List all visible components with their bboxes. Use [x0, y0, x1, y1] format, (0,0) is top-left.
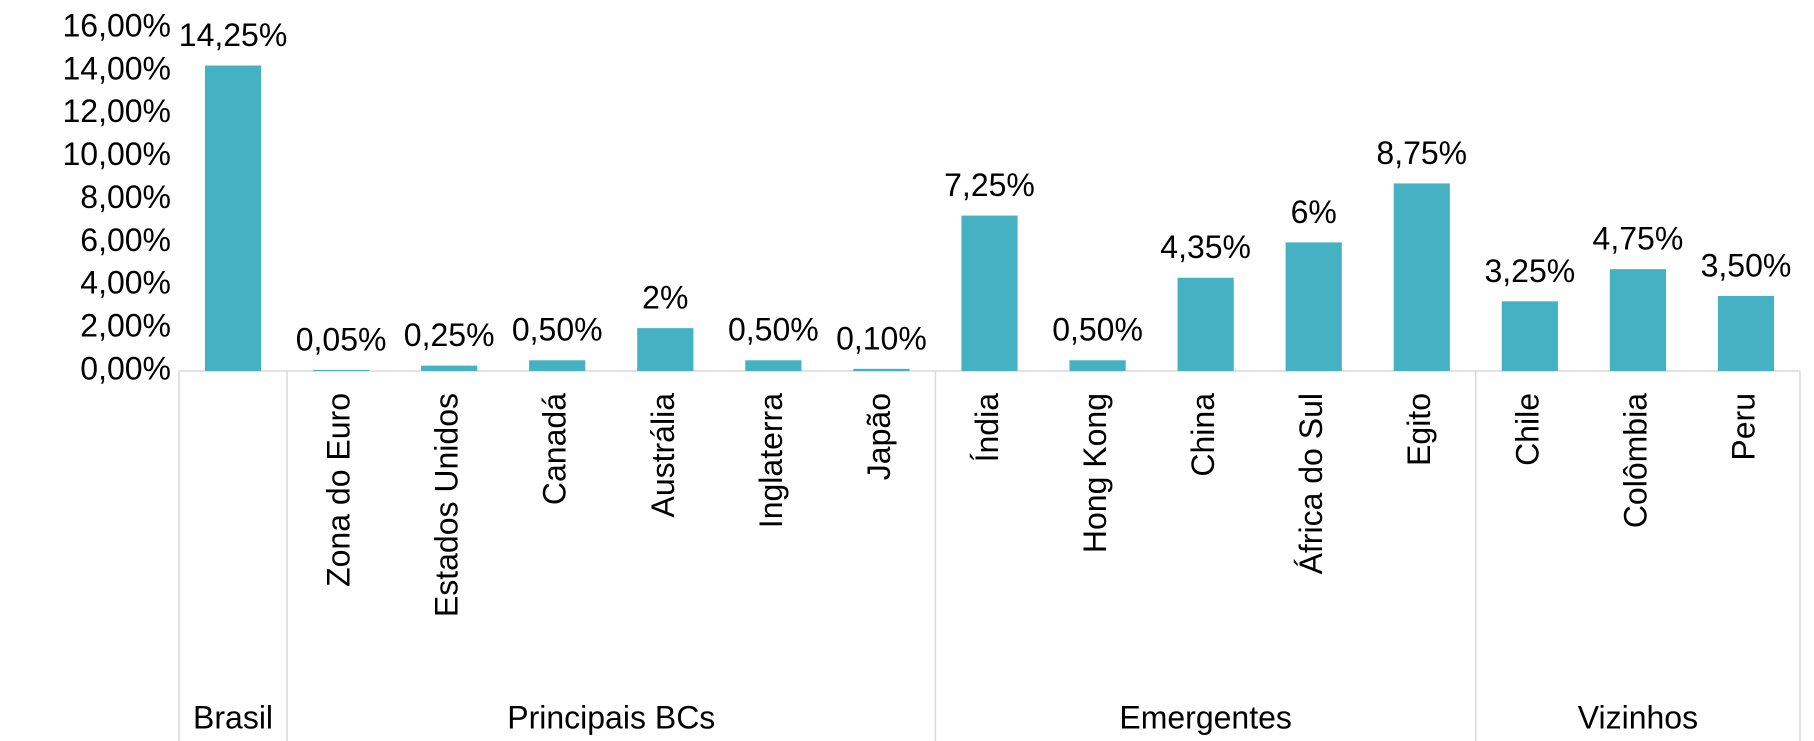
x-tick-label: China: [1185, 393, 1221, 477]
y-tick-label: 16,00%: [62, 7, 171, 43]
bar: [1501, 301, 1558, 371]
x-tick-label: Peru: [1725, 393, 1761, 461]
x-tick-label: África do Sul: [1293, 393, 1329, 574]
bar: [1177, 277, 1234, 371]
y-tick-label: 2,00%: [80, 308, 171, 344]
value-label: 2%: [642, 280, 688, 316]
y-tick-label: 14,00%: [62, 50, 171, 86]
bar: [1717, 295, 1775, 371]
value-label: 3,25%: [1484, 253, 1575, 289]
value-label: 0,50%: [728, 312, 819, 348]
x-tick-label: Chile: [1509, 393, 1545, 466]
bar: [1285, 242, 1342, 371]
bar: [1609, 269, 1666, 371]
y-tick-label: 10,00%: [62, 136, 171, 172]
bar: [204, 65, 262, 371]
value-label: 0,50%: [512, 312, 603, 348]
value-label: 8,75%: [1376, 135, 1467, 171]
value-label: 4,75%: [1593, 221, 1684, 257]
group-label: Brasil: [193, 699, 273, 735]
bar: [313, 369, 370, 371]
x-tick-label: Inglaterra: [753, 393, 789, 528]
value-label: 0,05%: [296, 321, 387, 357]
bar: [745, 360, 802, 371]
x-tick-label: Egito: [1401, 393, 1437, 466]
bar: [421, 365, 478, 371]
x-tick-label: Austrália: [645, 393, 681, 518]
y-tick-label: 0,00%: [80, 350, 171, 386]
x-tick-label: Estados Unidos: [429, 393, 465, 617]
y-tick-label: 8,00%: [80, 179, 171, 215]
value-label: 4,35%: [1160, 229, 1251, 265]
x-tick-label: Japão: [861, 393, 897, 480]
group-label: Vizinhos: [1578, 699, 1698, 735]
y-tick-label: 12,00%: [62, 93, 171, 129]
x-tick-label: Zona do Euro: [321, 393, 357, 587]
value-label: 7,25%: [944, 167, 1035, 203]
x-tick-label: Canadá: [537, 393, 573, 505]
value-label: 3,50%: [1701, 247, 1792, 283]
bar: [1393, 183, 1450, 371]
x-tick-label: Índia: [969, 393, 1005, 463]
y-tick-label: 4,00%: [80, 265, 171, 301]
bar: [637, 328, 694, 371]
x-tick-label: Hong Kong: [1077, 393, 1113, 553]
value-label: 14,25%: [179, 17, 288, 53]
bar: [529, 360, 586, 371]
x-tick-label: Colômbia: [1617, 393, 1653, 528]
value-label: 0,10%: [836, 320, 927, 356]
group-label: Emergentes: [1119, 699, 1292, 735]
bar: [961, 215, 1018, 371]
group-label: Principais BCs: [507, 699, 715, 735]
y-tick-label: 6,00%: [80, 222, 171, 258]
value-label: 0,50%: [1052, 312, 1143, 348]
value-label: 0,25%: [404, 317, 495, 353]
bar: [853, 368, 910, 371]
value-label: 6%: [1291, 194, 1337, 230]
bar: [1069, 360, 1126, 371]
